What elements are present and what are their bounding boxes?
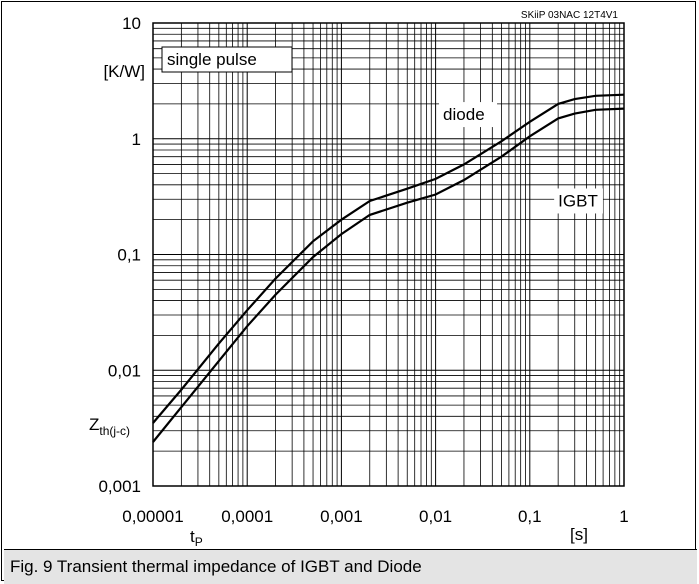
y-tick-label: 0,1 (117, 246, 141, 265)
y-axis-symbol-subscript: th(j-c) (99, 424, 130, 438)
x-axis-unit: [s] (570, 525, 588, 544)
y-tick-label: 10 (122, 14, 141, 33)
tick-labels: 0,00001 0,0001 0,001 0,01 0,1 1 10 1 0,1 0,01 0,00… (98, 14, 628, 526)
series-label-igbt-box (554, 188, 603, 214)
single-pulse-label: single pulse (167, 50, 257, 69)
labels: diode IGBT single pulse SKiiP 03NAC 12T4V1 [… (89, 10, 618, 548)
series-label-diode: diode (443, 105, 485, 124)
curves (152, 93, 625, 443)
single-pulse-box (161, 46, 293, 73)
x-tick-label: 0,0001 (221, 507, 273, 526)
x-axis-symbol-subscript: P (195, 535, 203, 548)
plot-border (152, 22, 625, 487)
y-tick-label: 0,001 (98, 477, 141, 496)
x-tick-label: 0,001 (320, 507, 363, 526)
series-line-diode (152, 93, 625, 424)
x-tick-label: 0,00001 (122, 507, 183, 526)
part-number: SKiiP 03NAC 12T4V1 (521, 10, 619, 21)
series-line-igbt (152, 107, 625, 443)
series-label-igbt: IGBT (558, 191, 598, 210)
x-tick-label: 0,01 (419, 507, 452, 526)
y-tick-label: 0,01 (108, 361, 141, 380)
x-tick-label: 0,1 (518, 507, 542, 526)
x-axis-symbol: tP (190, 527, 203, 548)
x-tick-label: 1 (619, 507, 628, 526)
y-axis-symbol: Zth(j-c) (89, 415, 130, 438)
y-axis-unit: [K/W] (103, 62, 145, 81)
figure-caption: Fig. 9 Transient thermal impedance of IG… (4, 549, 697, 584)
series-label-diode-box (439, 102, 498, 128)
grid (152, 23, 624, 487)
y-tick-label: 1 (132, 130, 141, 149)
chart: 0,00001 0,0001 0,001 0,01 0,1 1 10 1 0,1 0,01 0,00… (89, 10, 629, 548)
